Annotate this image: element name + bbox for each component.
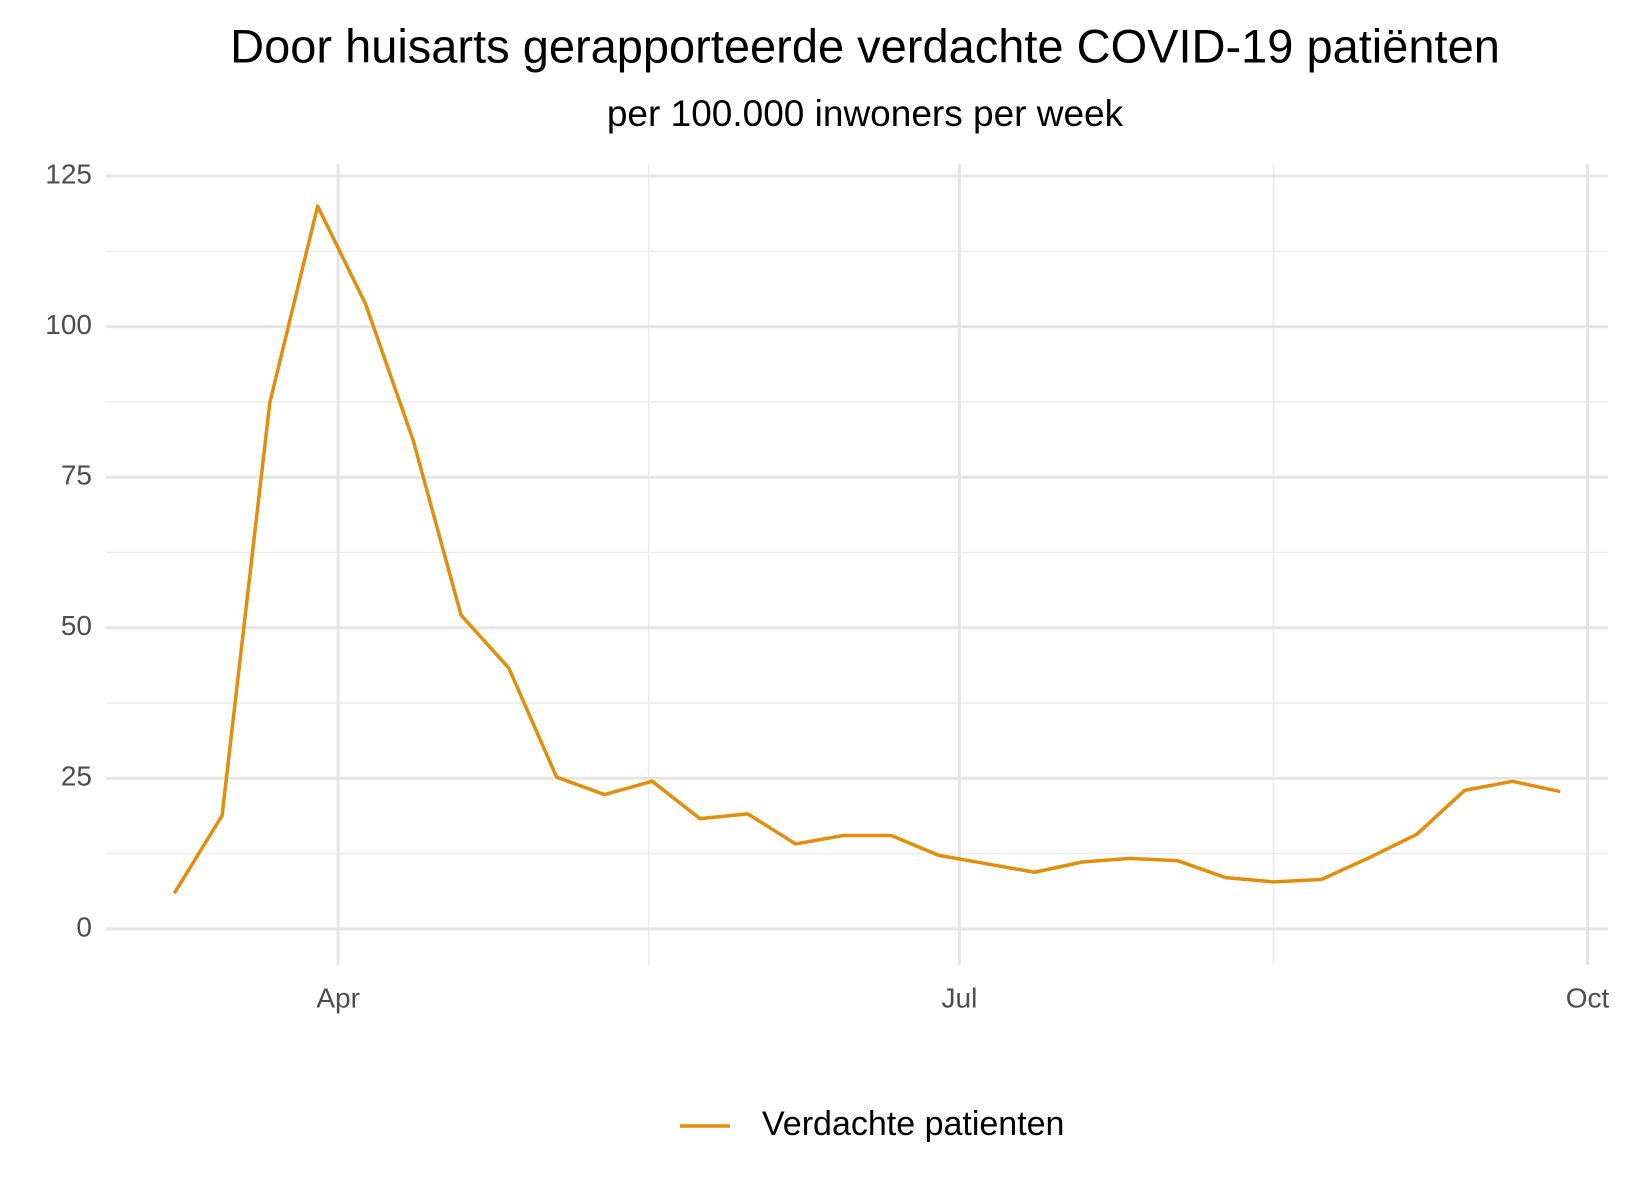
y-tick-label: 125	[45, 158, 92, 189]
y-tick-label: 100	[45, 309, 92, 340]
y-tick-label: 0	[76, 911, 92, 942]
y-tick-label: 50	[61, 610, 92, 641]
x-tick-label: Oct	[1566, 982, 1610, 1013]
y-tick-label: 25	[61, 761, 92, 792]
legend-label: Verdachte patienten	[762, 1105, 1064, 1143]
x-tick-label: Apr	[316, 982, 360, 1013]
chart-title: Door huisarts gerapporteerde verdachte C…	[230, 19, 1500, 72]
chart-subtitle: per 100.000 inwoners per week	[607, 93, 1124, 134]
x-tick-label: Jul	[942, 982, 978, 1013]
y-tick-label: 75	[61, 460, 92, 491]
data-line	[172, 204, 1561, 895]
